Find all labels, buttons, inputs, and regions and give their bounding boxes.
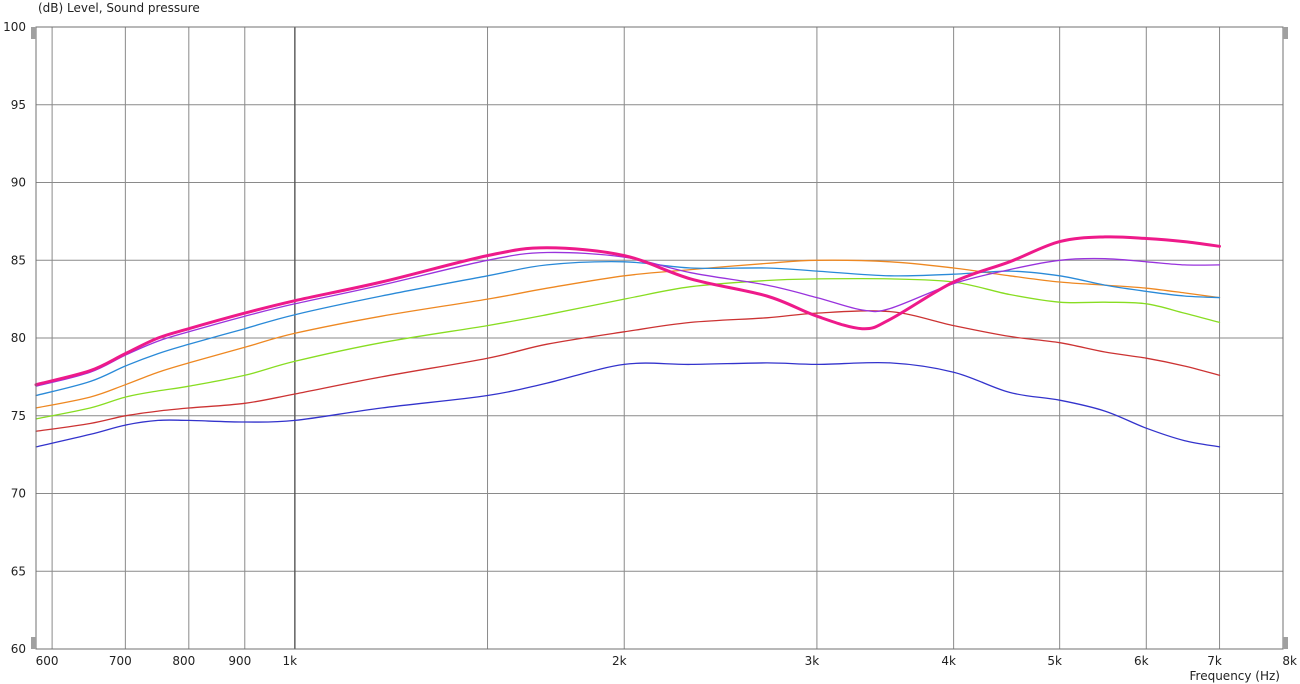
plot-frame: [35, 26, 1284, 650]
x-tick-label: 6k: [1134, 654, 1149, 668]
grid: [36, 26, 1284, 650]
series-line-2: [35, 310, 1221, 432]
y-tick-label: 85: [11, 253, 26, 267]
x-tick-label: 900: [228, 654, 251, 668]
y-tick-label: 90: [11, 176, 26, 190]
y-scroll-handle-top[interactable]: [31, 27, 36, 39]
x-tick-label: 4k: [941, 654, 956, 668]
series-line-5: [35, 261, 1221, 397]
x-tick-label: 600: [36, 654, 59, 668]
y-tick-label: 75: [11, 409, 26, 423]
x-tick-label: 8k: [1282, 654, 1297, 668]
series-line-1: [35, 361, 1221, 448]
x-tick-label: 7k: [1207, 654, 1222, 668]
y-scroll-handle-bottom-right[interactable]: [1283, 637, 1288, 649]
y-tick-label: 95: [11, 98, 26, 112]
x-tick-label: 3k: [805, 654, 820, 668]
x-tick-label: 1k: [283, 654, 298, 668]
y-tick-label: 70: [11, 487, 26, 501]
x-tick-label: 5k: [1047, 654, 1062, 668]
y-scroll-handle-bottom[interactable]: [31, 637, 36, 649]
y-tick-label: 100: [3, 20, 26, 34]
series-group: [34, 235, 1221, 448]
x-tick-label: 800: [172, 654, 195, 668]
series-line-7: [34, 235, 1221, 387]
series-line-4: [35, 259, 1221, 409]
x-axis-label: Frequency (Hz): [1190, 669, 1281, 683]
x-tick-label: 700: [109, 654, 132, 668]
y-scroll-handle-top-right[interactable]: [1283, 27, 1288, 39]
y-tick-label: 80: [11, 331, 26, 345]
x-tick-label: 2k: [612, 654, 627, 668]
y-tick-label: 60: [11, 642, 26, 656]
series-line-6: [35, 251, 1221, 387]
y-axis-label: (dB) Level, Sound pressure: [38, 1, 200, 15]
tick-labels: 60 65 70 75 80 85 90 95 100 600 700 800 900 1k 2k 3k 4k 5…: [3, 20, 1297, 668]
y-tick-label: 65: [11, 564, 26, 578]
series-line-3: [35, 277, 1221, 420]
